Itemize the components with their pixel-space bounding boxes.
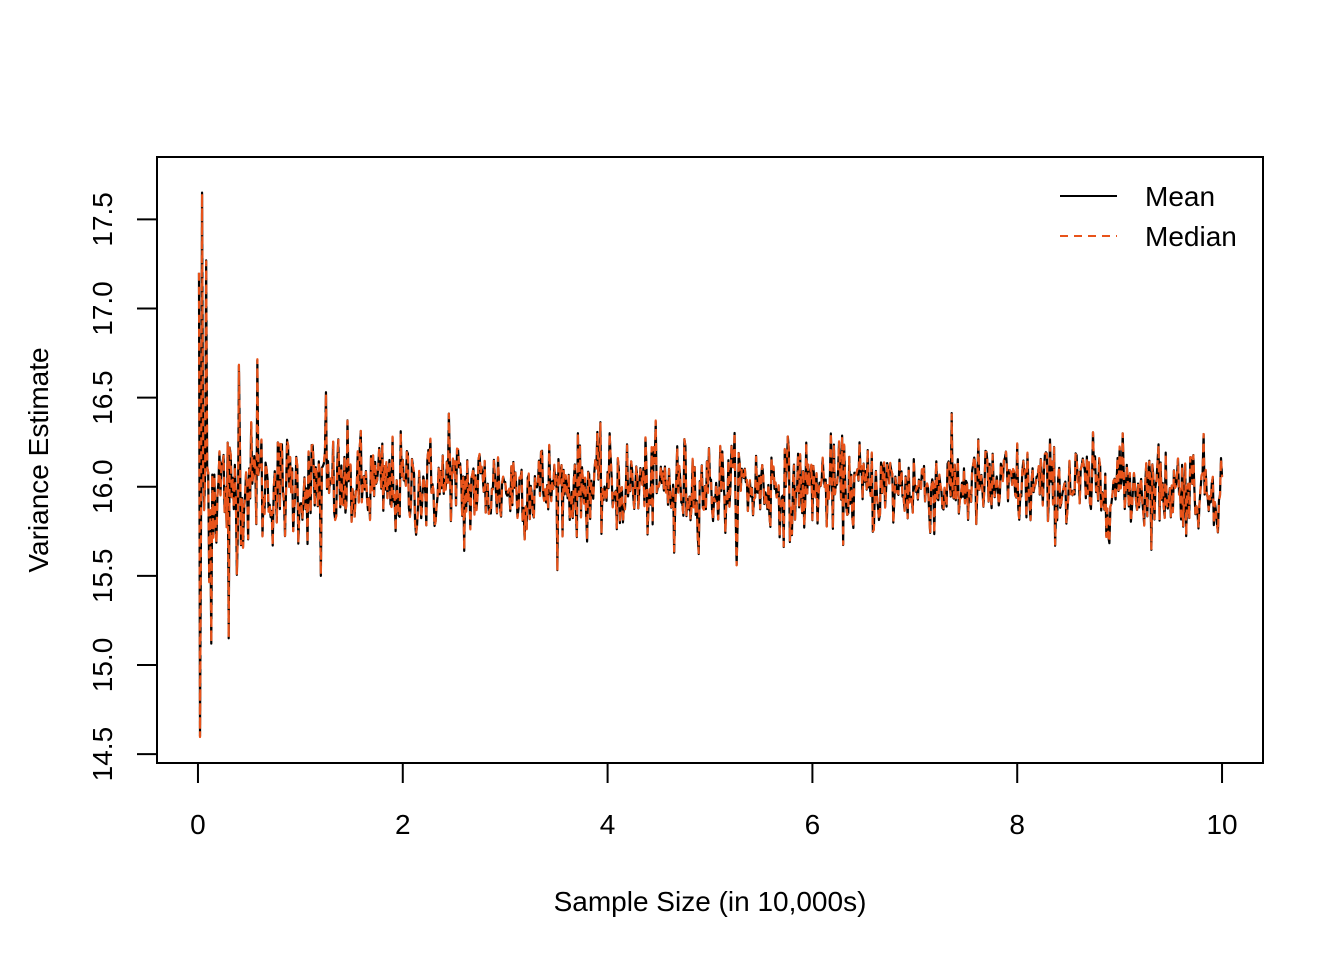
y-tick-label: 15.0: [87, 638, 118, 693]
x-tick-label: 0: [190, 809, 206, 840]
x-axis: 0 2 4 6 8 10: [190, 762, 1238, 840]
series-layer: [197, 191, 1224, 739]
x-tick-label: 10: [1206, 809, 1237, 840]
x-tick-label: 2: [395, 809, 411, 840]
y-axis-title: Variance Estimate: [23, 347, 54, 572]
y-tick-label: 14.5: [87, 727, 118, 782]
legend-label-median: Median: [1145, 221, 1237, 252]
series-median-line: [197, 192, 1224, 739]
x-tick-label: 8: [1009, 809, 1025, 840]
y-tick-label: 16.0: [87, 459, 118, 514]
y-tick-label: 17.0: [87, 281, 118, 336]
y-tick-label: 17.5: [87, 192, 118, 247]
x-tick-label: 4: [600, 809, 616, 840]
legend: Mean Median: [1060, 181, 1237, 252]
y-tick-label: 15.5: [87, 549, 118, 604]
x-axis-title: Sample Size (in 10,000s): [554, 886, 867, 917]
y-tick-label: 16.5: [87, 370, 118, 425]
y-axis: 14.5 15.0 15.5 16.0 16.5 17.0 17.5: [87, 192, 158, 782]
legend-label-mean: Mean: [1145, 181, 1215, 212]
x-tick-label: 6: [805, 809, 821, 840]
